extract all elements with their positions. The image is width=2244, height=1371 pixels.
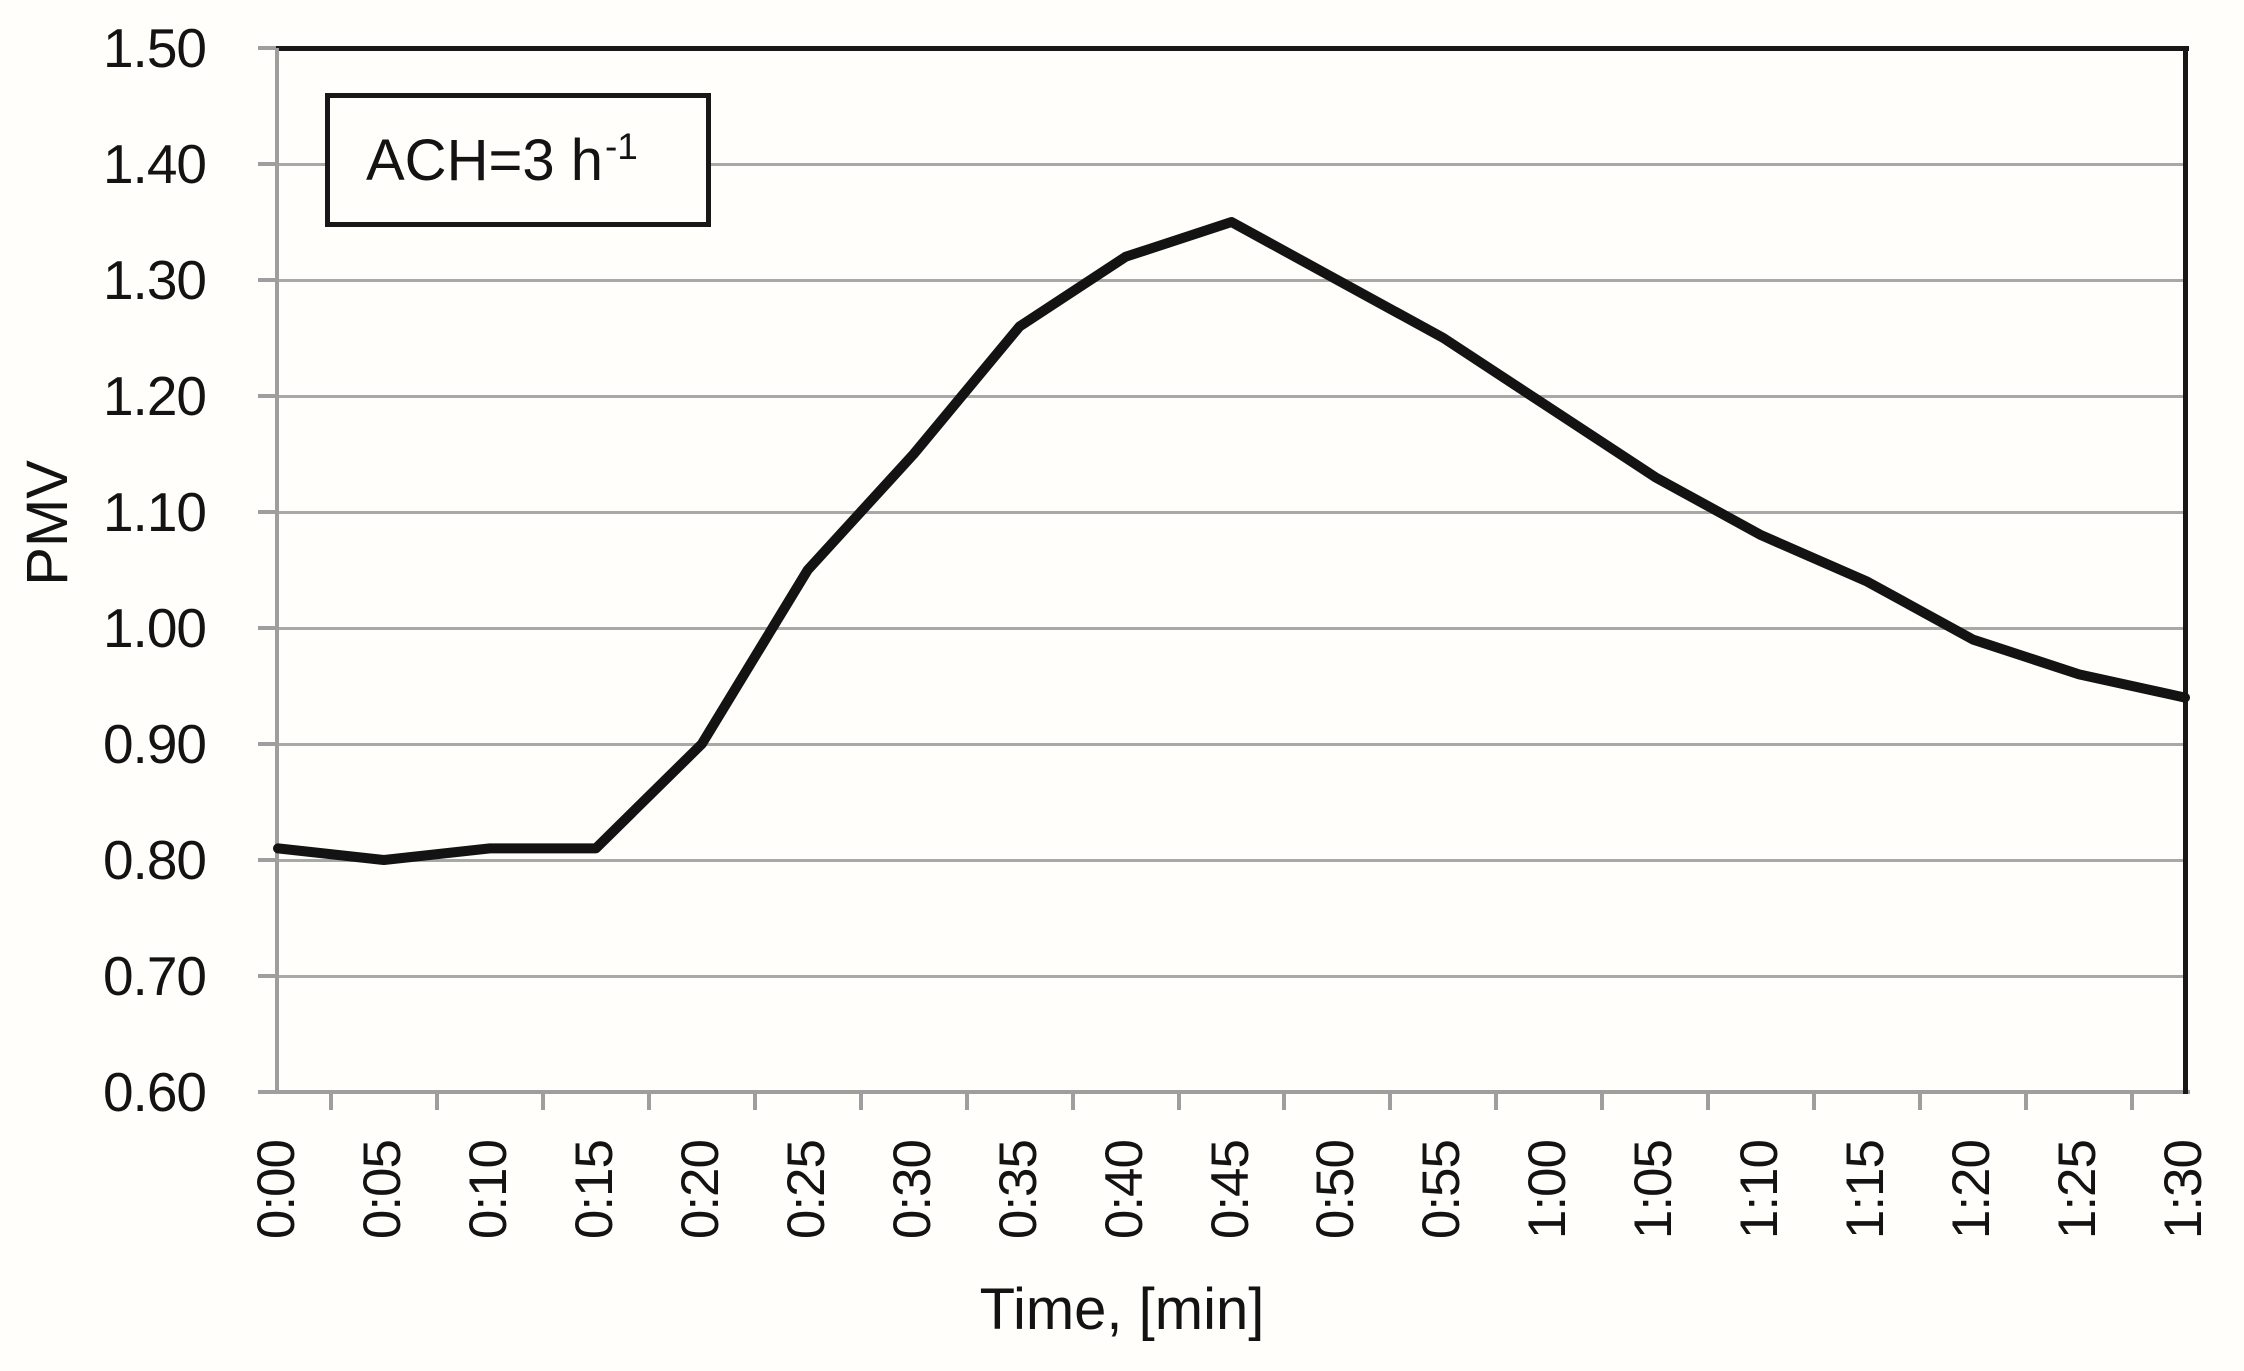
y-gridline [278,627,2185,630]
y-tick-label: 1.50 [102,17,207,79]
y-gridline [278,743,2185,746]
x-axis-tick [328,1092,333,1110]
y-tick-label: 0.80 [102,829,207,891]
x-axis-tick [964,1092,969,1110]
y-axis-title: PMV [15,460,80,586]
x-axis-tick [1388,1092,1393,1110]
y-axis-tick [258,974,276,978]
y-axis-tick [258,394,276,398]
y-axis-tick [258,742,276,746]
y-axis-tick [258,46,276,50]
y-gridline [278,279,2185,282]
y-axis-tick [258,278,276,282]
y-axis-tick [258,626,276,630]
y-tick-label: 1.00 [102,597,207,659]
x-axis-tick [1494,1092,1499,1110]
x-axis-tick [1706,1092,1711,1110]
y-tick-label: 0.60 [102,1061,207,1123]
x-axis-tick [1812,1092,1817,1110]
x-axis-tick [434,1092,439,1110]
x-axis-tick [1070,1092,1075,1110]
x-axis-tick [1918,1092,1923,1110]
x-axis-tick [1600,1092,1605,1110]
x-axis-title: Time, [min] [979,1277,1265,1342]
x-axis-tick [1282,1092,1287,1110]
y-tick-label: 1.10 [102,481,207,543]
plot-top-border [276,46,2189,51]
x-axis-line [275,1090,2190,1094]
y-gridline [278,395,2185,398]
x-axis-tick [646,1092,651,1110]
y-gridline [278,511,2185,514]
x-axis-tick [752,1092,757,1110]
y-tick-label: 0.90 [102,713,207,775]
x-axis-tick [858,1092,863,1110]
y-tick-label: 1.40 [102,133,207,195]
annotation-box: ACH=3 h-1 [325,93,711,227]
y-gridline [278,859,2185,862]
y-tick-label: 0.70 [102,945,207,1007]
y-gridline [278,163,2185,166]
y-tick-label: 1.20 [102,365,207,427]
x-axis-tick [1176,1092,1181,1110]
y-axis-line [275,48,279,1092]
y-gridline [278,975,2185,978]
annotation-text: ACH=3 h-1 [366,126,638,193]
x-axis-tick [2024,1092,2029,1110]
y-axis-tick [258,510,276,514]
y-axis-tick [258,858,276,862]
x-axis-tick [2130,1092,2135,1110]
pmv-series-line [273,217,2190,865]
plot-right-border [2183,46,2188,1094]
y-axis-tick [258,1090,276,1094]
x-axis-tick [540,1092,545,1110]
y-axis-tick [258,162,276,166]
annotation-superscript: -1 [604,126,638,168]
y-tick-label: 1.30 [102,249,207,311]
